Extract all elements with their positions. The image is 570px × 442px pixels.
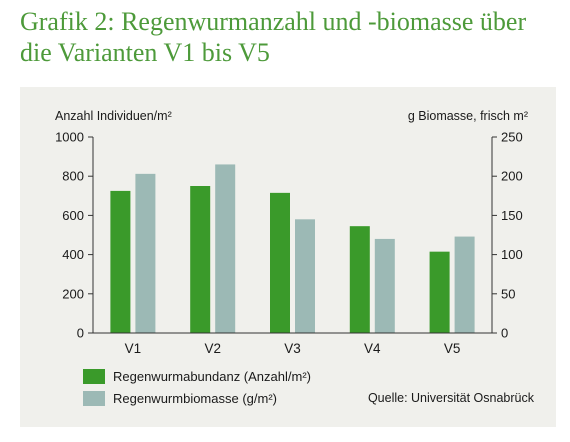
chart-title-line-2: die Varianten V1 bis V5: [20, 38, 270, 67]
y-right-tick-label: 150: [501, 208, 523, 223]
y-left-tick-label: 200: [62, 286, 84, 301]
legend: Regenwurmabundanz (Anzahl/m²) Regenwurmb…: [83, 366, 311, 410]
y-right-tick-label: 100: [501, 247, 523, 262]
bar-chart: Anzahl Individuen/m² g Biomasse, frisch m…: [55, 109, 528, 356]
legend-item-abundance: Regenwurmabundanz (Anzahl/m²): [83, 366, 311, 386]
source-note: Quelle: Universität Osnabrück: [367, 391, 534, 405]
bar-abundance-v3: [270, 192, 290, 333]
y-left-tick-label: 600: [62, 208, 84, 223]
y-left-tick-label: 800: [62, 169, 84, 184]
bar-biomass-v4: [374, 238, 395, 333]
bar-abundance-v4: [349, 226, 370, 333]
chart-title-line-1: Grafik 2: Regenwurmanzahl und -biomasse …: [20, 7, 527, 36]
legend-swatch-abundance: [83, 368, 105, 384]
x-tick-label-v2: V2: [204, 341, 221, 356]
y-right-tick-label: 50: [501, 286, 515, 301]
x-tick-label-v1: V1: [125, 341, 142, 356]
y-left-tick-label: 400: [62, 247, 84, 262]
bar-abundance-v2: [190, 186, 211, 333]
legend-label-abundance: Regenwurmabundanz (Anzahl/m²): [113, 368, 311, 384]
chart-panel: Anzahl Individuen/m² g Biomasse, frisch m…: [20, 87, 556, 427]
bar-biomass-v3: [295, 219, 315, 333]
legend-swatch-biomass: [83, 390, 105, 406]
y-axis-left-label: Anzahl Individuen/m²: [55, 109, 172, 123]
x-tick-label-v4: V4: [364, 341, 381, 356]
y-left-tick-label: 1000: [55, 130, 84, 145]
x-tick-label-v5: V5: [444, 341, 461, 356]
y-left-tick-label: 0: [77, 326, 84, 341]
y-right-tick-label: 0: [501, 326, 508, 341]
bar-abundance-v5: [429, 251, 450, 333]
legend-item-biomass: Regenwurmbiomasse (g/m²): [83, 388, 311, 408]
bar-biomass-v5: [454, 236, 475, 333]
y-right-tick-label: 200: [501, 169, 523, 184]
y-axis-right-label: g Biomasse, frisch m²: [408, 109, 528, 123]
legend-label-biomass: Regenwurmbiomasse (g/m²): [113, 390, 277, 406]
chart-title: Grafik 2: Regenwurmanzahl und -biomasse …: [20, 6, 560, 68]
bar-biomass-v1: [135, 173, 156, 333]
bar-biomass-v2: [215, 164, 236, 333]
y-right-tick-label: 250: [501, 130, 523, 145]
x-tick-label-v3: V3: [284, 341, 301, 356]
bar-abundance-v1: [110, 190, 131, 333]
